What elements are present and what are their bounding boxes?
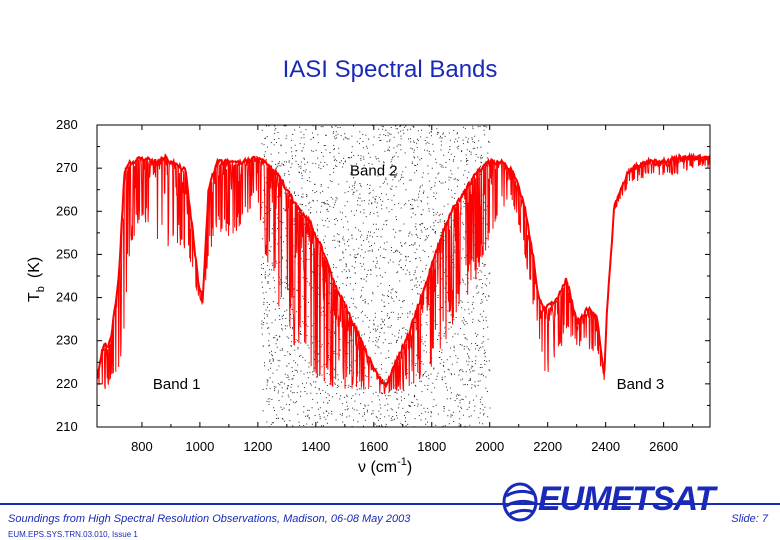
- y-tick-label: 250: [56, 246, 78, 261]
- eumetsat-logo: EUMETSAT: [498, 478, 715, 528]
- annotation-band-1: Band 1: [153, 376, 201, 393]
- y-tick-label: 240: [56, 290, 78, 305]
- spectrum-chart: 800 1000 1200 1400 1600 1800 2000 2200 2400 2600 …: [26, 117, 711, 476]
- x-tick-label: 1000: [185, 439, 214, 454]
- x-axis-label-exp: -1: [397, 456, 407, 468]
- x-tick-label: 800: [131, 439, 153, 454]
- y-axis-label-sub: b: [35, 286, 47, 292]
- y-tick-label: 260: [56, 203, 78, 218]
- y-tick-labels: 210 220 230 240 250 260 270 280: [56, 117, 78, 434]
- footer-caption: Soundings from High Spectral Resolution …: [8, 513, 411, 525]
- slide-number: Slide: 7: [731, 513, 768, 525]
- x-tick-label: 1200: [243, 439, 272, 454]
- x-tick-label: 1400: [301, 439, 330, 454]
- footer-divider: [0, 503, 780, 505]
- y-axis-label-unit: (K): [26, 257, 43, 278]
- x-axis-label-main: ν (cm: [358, 459, 397, 476]
- svg-text:Tb(K): Tb (K): [26, 257, 47, 302]
- slide-title: IASI Spectral Bands: [282, 56, 498, 83]
- band-annotations: Band 1 Band 2 Band 3: [153, 162, 664, 393]
- x-tick-label: 2000: [475, 439, 504, 454]
- axis-ticks: [97, 124, 710, 428]
- logo-text: EUMETSAT: [538, 480, 715, 518]
- y-tick-label: 210: [56, 419, 78, 434]
- x-tick-label: 1600: [359, 439, 388, 454]
- y-tick-label: 280: [56, 117, 78, 132]
- x-tick-label: 2200: [533, 439, 562, 454]
- document-id: EUM.EPS.SYS.TRN.03.010, Issue 1: [8, 530, 138, 539]
- y-axis-label-main: T: [26, 292, 43, 302]
- y-tick-label: 270: [56, 160, 78, 175]
- annotation-band-2: Band 2: [350, 162, 398, 179]
- x-axis-label-close: ): [407, 459, 412, 476]
- annotation-band-3: Band 3: [617, 376, 665, 393]
- x-tick-label: 2600: [649, 439, 678, 454]
- x-tick-labels: 800 1000 1200 1400 1600 1800 2000 2200 2400 2600: [131, 439, 678, 454]
- series-layer: [97, 152, 710, 395]
- y-tick-label: 220: [56, 376, 78, 391]
- y-axis-label: Tb (K): [26, 257, 47, 302]
- x-tick-label: 2400: [591, 439, 620, 454]
- y-tick-label: 230: [56, 333, 78, 348]
- series-envelope: [97, 152, 710, 388]
- x-tick-label: 1800: [417, 439, 446, 454]
- x-axis-label: ν (cm-1): [358, 456, 412, 476]
- globe-icon: [502, 482, 538, 522]
